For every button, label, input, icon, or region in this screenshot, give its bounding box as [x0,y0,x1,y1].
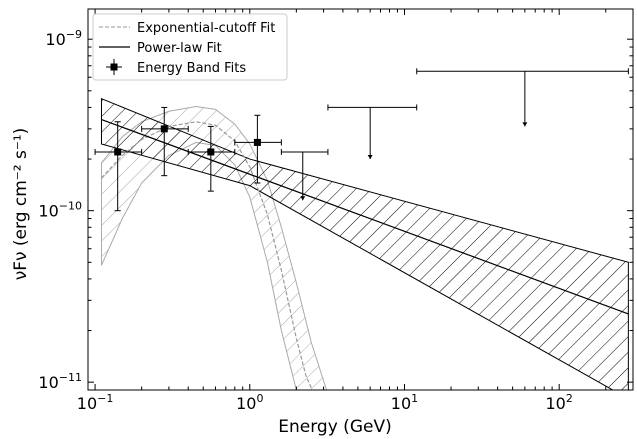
point-marker [253,138,261,146]
y-tick-label: 10−9 [45,28,82,49]
upper-limit [280,148,329,201]
data-marks [94,68,629,212]
x-tick-label: 100 [236,392,263,413]
energy-band-point [141,106,189,177]
point-marker [114,148,122,156]
x-tick-label: 102 [546,392,573,413]
energy-band-point [187,125,236,192]
legend-label-power-law: Power-law Fit [137,41,222,56]
legend-label-exponential-cutoff: Exponential-cutoff Fit [137,21,275,36]
upper-limit-arrowhead [522,122,528,127]
legend-box [92,13,288,81]
legend-label-energy-bands: Energy Band Fits [137,61,246,76]
x-tick-label: 101 [391,392,418,413]
energy-band-point [94,121,143,212]
axis-ticks: 10−1 100 101 102 10−11 10−10 10−9 [38,9,634,413]
point-marker [160,125,168,133]
upper-limit [327,104,418,160]
point-marker [207,148,215,156]
x-tick-label: 10−1 [77,392,114,413]
y-axis-title: νFν (erg cm⁻² s⁻¹) [11,128,31,281]
upper-limit-arrowhead [367,155,373,160]
upper-limit-arrowhead [300,196,306,201]
legend: Exponential-cutoff Fit Power-law Fit Ene… [92,13,288,81]
legend-swatch-energy-bands [106,59,122,75]
y-tick-label: 10−11 [38,371,82,392]
plot-frame [87,8,634,391]
energy-band-point [234,114,282,184]
y-tick-label: 10−10 [38,200,82,221]
upper-limit [416,68,629,127]
x-axis-title: Energy (GeV) [278,417,391,437]
plot-area [100,97,629,390]
power-law-band [100,97,629,390]
power-law-fit-line [101,118,629,315]
